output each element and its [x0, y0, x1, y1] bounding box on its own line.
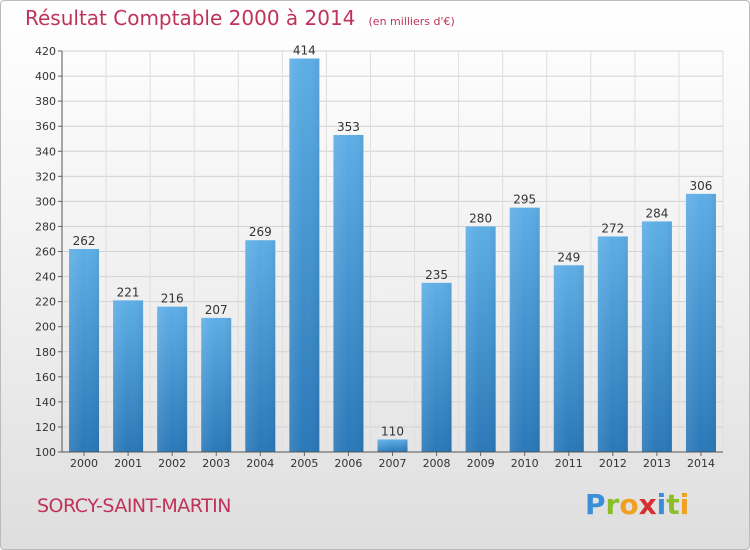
y-tick-label: 180 [35, 346, 56, 359]
value-label: 414 [293, 44, 316, 58]
x-tick-label: 2006 [334, 457, 362, 470]
x-tick-label: 2008 [423, 457, 451, 470]
y-tick-label: 140 [35, 396, 56, 409]
value-label: 280 [469, 211, 492, 225]
y-tick-label: 220 [35, 296, 56, 309]
y-tick-label: 120 [35, 421, 56, 434]
y-tick-label: 100 [35, 446, 56, 459]
y-tick-label: 280 [35, 220, 56, 233]
value-label: 353 [337, 120, 360, 134]
value-label: 207 [205, 303, 228, 317]
y-tick-label: 300 [35, 195, 56, 208]
value-label: 269 [249, 225, 272, 239]
bar-shine [641, 221, 672, 452]
axes: 100 120 140 160 180 200 220 240 260 280 300 320 340 3… [35, 45, 723, 470]
value-label: 284 [645, 206, 668, 220]
bar-shine [509, 207, 540, 452]
x-tick-label: 2001 [114, 457, 142, 470]
y-tick-label: 360 [35, 120, 56, 133]
commune-name: SORCY-SAINT-MARTIN [37, 495, 232, 517]
logo-letter: i [679, 488, 690, 521]
y-tick-label: 240 [35, 271, 56, 284]
chart-title-block: Résultat Comptable 2000 à 2014 (en milli… [25, 6, 455, 30]
bar-shine [113, 300, 144, 452]
logo-letter: i [656, 488, 667, 521]
value-label: 306 [690, 179, 713, 193]
bar-shine [245, 240, 276, 452]
x-tick-label: 2000 [70, 457, 98, 470]
proxiti-logo: Proxiti [585, 488, 689, 521]
bar-shine [421, 282, 452, 452]
chart-title: Résultat Comptable 2000 à 2014 [25, 6, 356, 30]
value-label: 221 [117, 285, 140, 299]
x-tick-label: 2004 [246, 457, 274, 470]
logo-letter: t [666, 488, 680, 521]
bar-shine [553, 265, 584, 452]
logo-letter: r [605, 488, 620, 521]
bar-shine [201, 317, 232, 452]
bar-shine [377, 439, 408, 452]
bar-shine [157, 306, 188, 452]
value-labels: 262 221 216 207 269 414 353 110 235 280 295 249 272 2… [73, 44, 713, 439]
x-tick-label: 2011 [555, 457, 583, 470]
x-tick-label: 2012 [599, 457, 627, 470]
value-label: 249 [557, 250, 580, 264]
value-label: 110 [381, 424, 404, 438]
y-tick-label: 160 [35, 371, 56, 384]
logo-letter: P [585, 488, 606, 521]
logo-letter: x [638, 488, 657, 521]
bar-shine [69, 248, 100, 452]
y-tick-label: 400 [35, 70, 56, 83]
bar-shine [465, 226, 496, 452]
chart-unit: (en milliers d'€) [368, 15, 455, 28]
bar-shine [685, 193, 716, 452]
value-label: 272 [601, 221, 624, 235]
y-tick-label: 340 [35, 145, 56, 158]
value-label: 262 [73, 234, 96, 248]
x-tick-label: 2007 [379, 457, 407, 470]
x-tick-label: 2010 [511, 457, 539, 470]
x-tick-label: 2002 [158, 457, 186, 470]
y-tick-label: 420 [35, 45, 56, 58]
value-label: 216 [161, 292, 184, 306]
x-tick-label: 2003 [202, 457, 230, 470]
value-label: 295 [513, 193, 536, 207]
y-tick-label: 380 [35, 95, 56, 108]
x-tick-label: 2014 [687, 457, 715, 470]
bar-shine [289, 58, 320, 453]
bars [69, 58, 716, 453]
y-tick-label: 320 [35, 170, 56, 183]
logo-letter: o [619, 488, 639, 521]
x-tick-label: 2005 [290, 457, 318, 470]
bar-shine [333, 134, 364, 452]
y-tick-label: 200 [35, 321, 56, 334]
value-label: 235 [425, 268, 448, 282]
x-tick-label: 2013 [643, 457, 671, 470]
y-tick-label: 260 [35, 246, 56, 259]
bar-shine [597, 236, 628, 452]
x-tick-label: 2009 [467, 457, 495, 470]
